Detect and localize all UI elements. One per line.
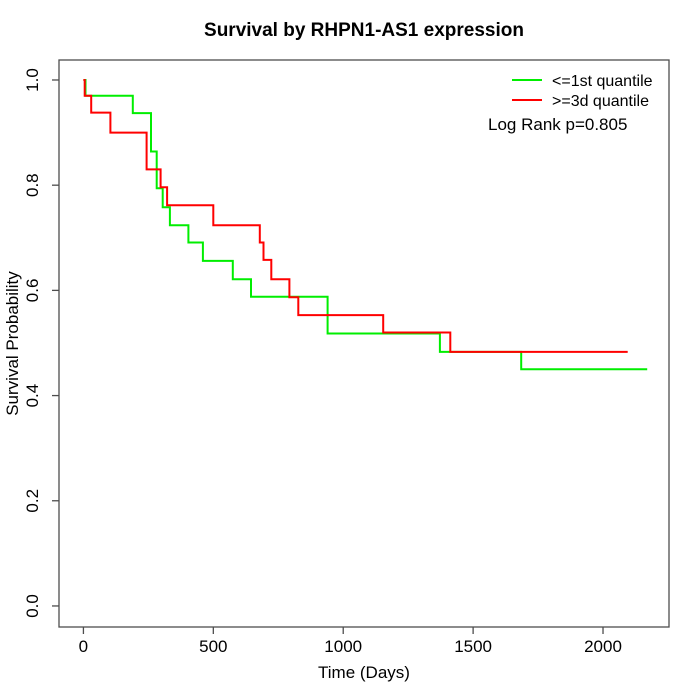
y-tick-label-3: 0.6 — [23, 279, 42, 303]
legend-label-0: <=1st quantile — [552, 73, 653, 90]
chart-title: Survival by RHPN1-AS1 expression — [204, 20, 524, 41]
log-rank-annotation: Log Rank p=0.805 — [488, 115, 627, 134]
y-tick-label-1: 0.2 — [23, 489, 42, 513]
y-tick-label-5: 1.0 — [23, 68, 42, 92]
y-axis-title: Survival Probability — [3, 271, 22, 416]
x-tick-label-4: 2000 — [584, 637, 622, 656]
y-tick-label-0: 0.0 — [23, 594, 42, 618]
x-tick-label-1: 500 — [199, 637, 227, 656]
x-tick-label-0: 0 — [79, 637, 88, 656]
survival-curve-1 — [83, 79, 628, 353]
x-axis-title: Time (Days) — [318, 663, 410, 682]
legend-label-1: >=3d quantile — [552, 93, 649, 110]
x-tick-label-2: 1000 — [324, 637, 362, 656]
x-tick-label-3: 1500 — [454, 637, 492, 656]
y-tick-label-2: 0.4 — [23, 384, 42, 408]
y-tick-label-4: 0.8 — [23, 173, 42, 197]
plot-box — [58, 59, 670, 628]
